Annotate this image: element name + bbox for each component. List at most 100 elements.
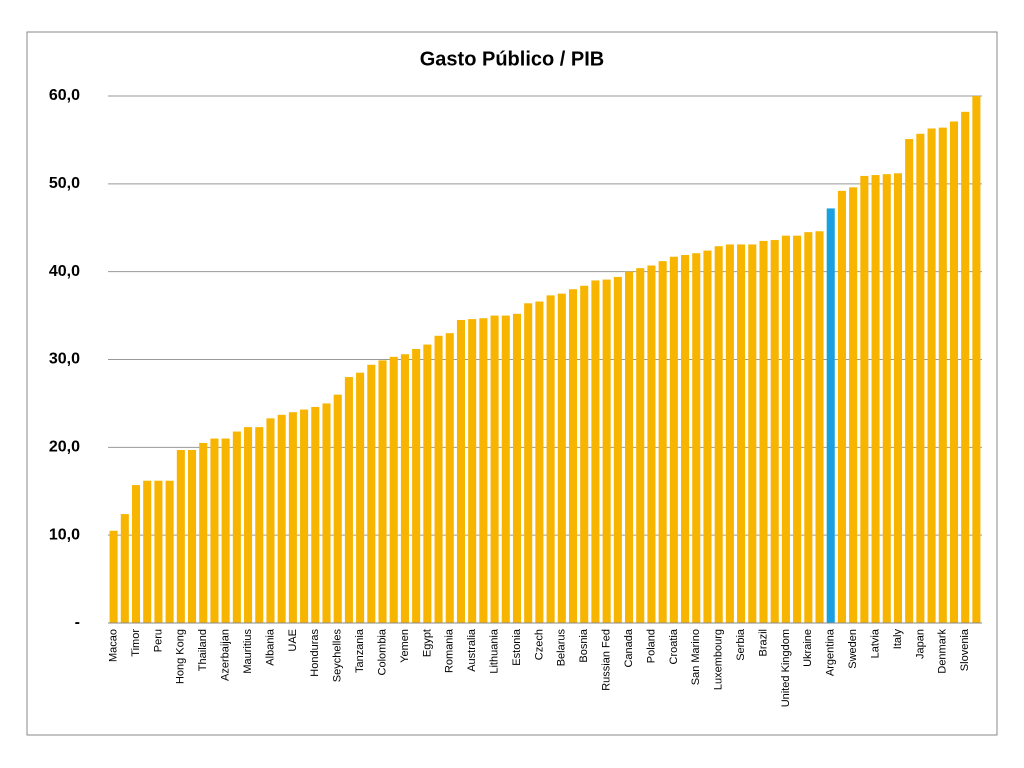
- bar: [412, 348, 421, 623]
- bar: [288, 412, 297, 623]
- x-tick-label: Colombia: [376, 628, 388, 675]
- bar: [176, 449, 185, 623]
- x-tick-label: Seychelles: [332, 629, 344, 683]
- x-tick-label: Tanzania: [354, 628, 366, 673]
- bar: [143, 480, 152, 623]
- bar: [916, 133, 925, 624]
- x-tick-label: Russian Fed: [601, 629, 613, 691]
- bar: [367, 364, 376, 623]
- bar: [131, 485, 141, 623]
- bar: [546, 295, 555, 623]
- bar: [692, 253, 701, 623]
- x-tick-label: Argentina: [825, 628, 837, 676]
- chart-title: Gasto Público / PIB: [420, 48, 604, 70]
- bar: [255, 427, 264, 623]
- bar: [961, 111, 970, 623]
- bar: [501, 315, 510, 623]
- bar: [860, 175, 869, 623]
- bar: [232, 431, 241, 623]
- y-tick-label: 30,0: [49, 351, 80, 368]
- bar: [658, 261, 667, 623]
- bar: [154, 480, 163, 623]
- bar: [456, 319, 465, 623]
- bar: [344, 377, 353, 623]
- bar: [602, 279, 611, 623]
- x-tick-label: Poland: [645, 629, 657, 663]
- bar: [210, 438, 219, 623]
- x-tick-label: Albania: [264, 628, 276, 666]
- bar: [378, 360, 387, 623]
- bar: [613, 276, 622, 623]
- bar: [905, 139, 914, 623]
- bar: [647, 265, 656, 623]
- bar: [580, 285, 589, 623]
- bar: [244, 427, 253, 623]
- bar: [882, 174, 891, 623]
- bar: [389, 356, 398, 623]
- bar: [714, 246, 723, 623]
- bar: [490, 315, 499, 623]
- x-tick-label: UAE: [287, 629, 299, 652]
- bar: [423, 344, 432, 623]
- bar: [445, 333, 454, 623]
- bar: [703, 250, 712, 623]
- x-tick-label: Brazil: [757, 629, 769, 657]
- x-tick-label: Australia: [466, 628, 478, 672]
- bar: [333, 394, 342, 623]
- x-tick-label: Thailand: [197, 629, 209, 671]
- bar: [535, 301, 544, 623]
- x-tick-label: Sweden: [847, 629, 859, 669]
- bar: [468, 319, 477, 623]
- bar: [826, 208, 835, 623]
- x-tick-label: Egypt: [421, 629, 433, 657]
- bar: [557, 293, 566, 623]
- bar: [322, 403, 331, 623]
- x-tick-label: Honduras: [309, 629, 321, 677]
- y-tick-label: 50,0: [49, 175, 80, 192]
- x-tick-label: United Kingdom: [780, 629, 792, 707]
- bar: [759, 240, 768, 624]
- x-tick-label: Macao: [108, 629, 120, 662]
- bar: [591, 280, 600, 623]
- x-tick-label: Japan: [914, 629, 926, 659]
- bar: [199, 442, 208, 623]
- x-tick-label: Luxembourg: [713, 629, 725, 690]
- bar: [793, 235, 802, 623]
- bar: [938, 127, 947, 624]
- x-tick-label: Romania: [444, 628, 456, 673]
- bar: [837, 190, 846, 624]
- x-tick-label: Serbia: [735, 628, 747, 661]
- bar: [625, 271, 634, 623]
- bar: [120, 514, 129, 623]
- x-tick-label: Peru: [152, 629, 164, 652]
- bar: [737, 244, 746, 623]
- y-tick-label: 60,0: [49, 87, 80, 104]
- bar: [524, 303, 533, 623]
- x-tick-label: San Marino: [690, 629, 702, 685]
- bar: [893, 173, 902, 623]
- bar: [300, 409, 309, 623]
- bar: [434, 335, 443, 623]
- y-tick-label: 20,0: [49, 439, 80, 456]
- y-tick-label: 40,0: [49, 263, 80, 280]
- x-tick-label: Denmark: [937, 629, 949, 674]
- x-tick-label: Latvia: [869, 628, 881, 658]
- x-tick-label: Lithuania: [488, 628, 500, 674]
- x-tick-label: Slovenia: [959, 628, 971, 671]
- bar: [770, 240, 779, 623]
- bar: [266, 418, 275, 623]
- x-tick-label: Czech: [533, 629, 545, 660]
- bar: [681, 254, 690, 623]
- bar: [188, 449, 197, 623]
- bar: [109, 530, 118, 623]
- x-tick-label: Italy: [892, 629, 904, 650]
- x-tick-label: Canada: [623, 628, 635, 667]
- bar: [311, 406, 320, 623]
- bar: [568, 289, 578, 623]
- x-tick-label: Belarus: [556, 629, 568, 667]
- y-tick-label: -: [75, 614, 80, 631]
- bar: [669, 256, 678, 623]
- bar: [479, 318, 488, 623]
- bar: [972, 96, 981, 623]
